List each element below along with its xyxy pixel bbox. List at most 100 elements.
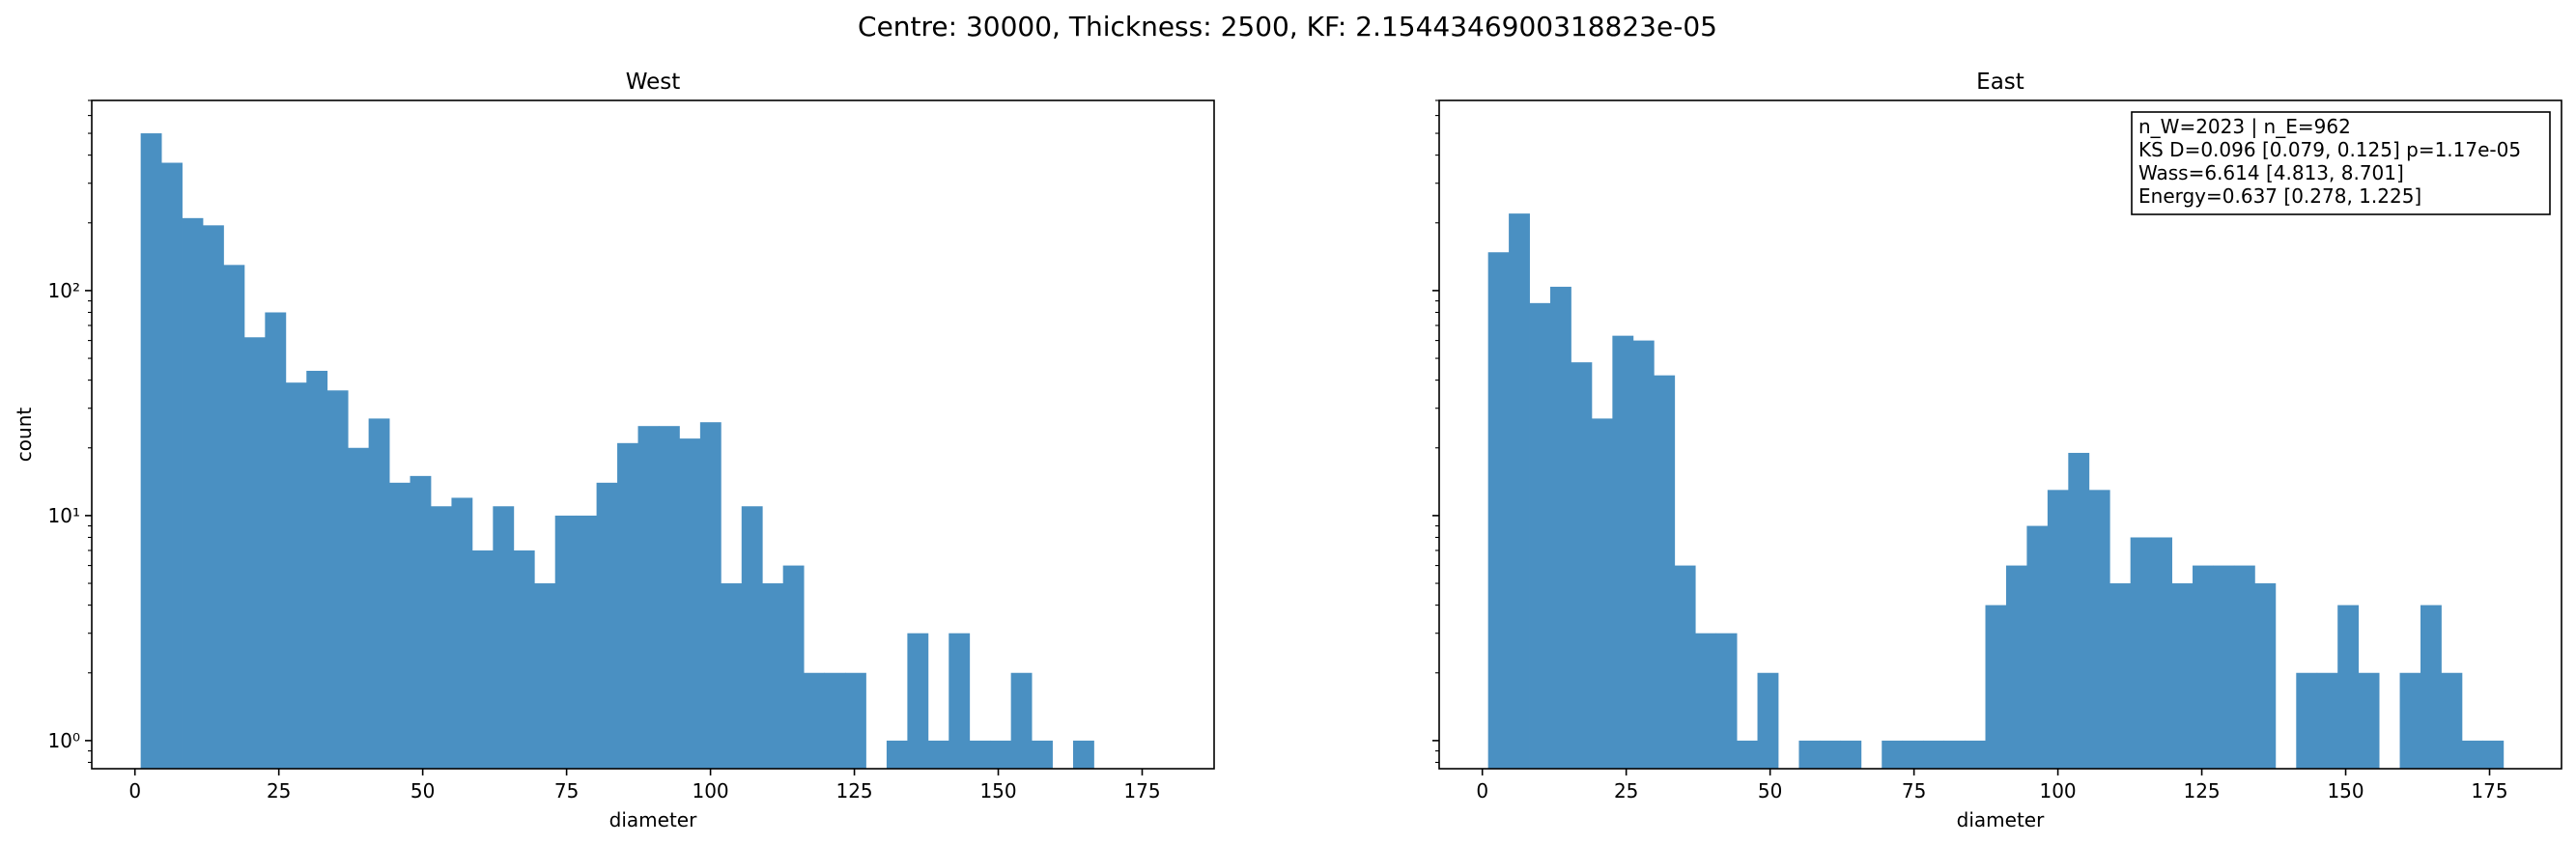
east-bar xyxy=(1654,375,1676,769)
east-bar xyxy=(2026,525,2049,769)
stats-line-wasserstein: Wass=6.614 [4.813, 8.701] xyxy=(2138,161,2404,184)
west-subplot: West 0 25 50 75 100 125 150 175 10⁰ 10¹ 10² diame… xyxy=(13,70,1215,831)
east-x-tick-label: 0 xyxy=(1476,779,1488,803)
stats-box-frame xyxy=(2131,111,2551,215)
east-bar xyxy=(1819,740,1841,769)
west-bar xyxy=(451,497,473,769)
west-bar xyxy=(182,217,204,769)
west-bar xyxy=(741,506,763,769)
west-bar xyxy=(348,447,370,769)
stats-line-counts: n_W=2023 | n_E=962 xyxy=(2138,115,2351,138)
west-bar xyxy=(223,265,245,770)
west-x-tick-label: 125 xyxy=(835,779,872,803)
west-bar xyxy=(845,672,866,769)
east-bar xyxy=(1715,633,1738,769)
east-x-axis-label: diameter xyxy=(1957,808,2045,831)
west-x-tick-label: 25 xyxy=(267,779,291,803)
east-bar xyxy=(2337,605,2360,769)
east-title: East xyxy=(1976,70,2024,95)
east-bar xyxy=(1965,740,1986,769)
west-bar xyxy=(637,426,660,769)
west-title: West xyxy=(626,70,681,95)
west-x-tick-label: 100 xyxy=(692,779,728,803)
west-bar xyxy=(596,482,618,769)
east-bar xyxy=(2068,452,2090,769)
east-bar xyxy=(1529,302,1551,769)
east-x-ticks: 0 25 50 75 100 125 150 175 xyxy=(1476,769,2508,803)
east-bar xyxy=(1798,740,1821,769)
east-x-tick-label: 25 xyxy=(1614,779,1638,803)
west-x-tick-label: 150 xyxy=(979,779,1016,803)
east-bar xyxy=(1571,362,1593,769)
east-bar xyxy=(2213,565,2235,769)
east-histogram-bars xyxy=(1487,213,2505,770)
east-x-tick-label: 50 xyxy=(1758,779,1782,803)
west-bar xyxy=(762,583,784,769)
west-bar xyxy=(907,633,929,769)
west-x-tick-label: 50 xyxy=(410,779,435,803)
west-bar xyxy=(927,740,949,769)
west-bar xyxy=(576,515,597,769)
west-y-tick-label: 10¹ xyxy=(48,504,80,527)
west-bar xyxy=(554,515,577,769)
east-bar xyxy=(1985,605,2007,769)
west-bar xyxy=(679,438,701,769)
west-axes-frame xyxy=(91,99,1215,770)
east-bar xyxy=(2047,490,2069,769)
west-bar xyxy=(699,422,722,769)
west-bar xyxy=(969,740,991,769)
east-bar xyxy=(2358,672,2380,769)
west-x-axis-label: diameter xyxy=(609,808,697,831)
west-bar xyxy=(886,740,908,769)
east-bar xyxy=(2233,565,2255,769)
east-bar xyxy=(2109,583,2132,769)
east-bar xyxy=(1674,565,1696,769)
west-bar xyxy=(1032,740,1053,769)
west-bar xyxy=(1073,740,1094,769)
west-x-ticks: 0 25 50 75 100 125 150 175 xyxy=(128,769,1161,803)
east-bar xyxy=(1882,740,1904,769)
figure-suptitle: Centre: 30000, Thickness: 2500, KF: 2.15… xyxy=(858,11,1717,42)
west-bar xyxy=(534,583,556,769)
west-bar xyxy=(721,583,743,769)
east-bar xyxy=(2420,605,2442,769)
west-bar xyxy=(389,482,410,769)
stats-line-ks: KS D=0.096 [0.079, 0.125] p=1.17e-05 xyxy=(2138,138,2521,161)
west-bar xyxy=(430,506,452,769)
east-bar xyxy=(1632,340,1655,769)
west-bar xyxy=(285,382,307,769)
west-bar xyxy=(306,370,328,769)
west-y-tick-label: 10² xyxy=(48,279,80,302)
east-bar xyxy=(2441,672,2463,769)
east-bar xyxy=(1509,213,1530,769)
west-bar xyxy=(617,442,638,769)
west-bar xyxy=(658,426,680,769)
east-bar xyxy=(1591,418,1613,769)
east-x-tick-label: 100 xyxy=(2039,779,2076,803)
east-bar xyxy=(2005,565,2027,769)
stats-annotation-box: n_W=2023 | n_E=962 KS D=0.096 [0.079, 0.… xyxy=(2131,111,2551,215)
east-bar xyxy=(2088,490,2110,769)
east-bar xyxy=(1923,740,1944,769)
west-bar xyxy=(471,549,494,769)
west-bar xyxy=(1010,672,1033,769)
west-x-tick-label: 75 xyxy=(554,779,579,803)
west-bar xyxy=(493,506,515,769)
east-bar xyxy=(1757,672,1779,769)
west-bar xyxy=(326,390,349,769)
west-bar xyxy=(782,565,805,769)
east-x-tick-label: 150 xyxy=(2327,779,2364,803)
west-bar xyxy=(161,162,183,769)
east-bar xyxy=(2461,740,2483,769)
west-bar xyxy=(140,133,162,770)
east-bar xyxy=(2254,583,2277,769)
east-bar xyxy=(2316,672,2338,769)
east-x-tick-label: 75 xyxy=(1902,779,1926,803)
east-bar xyxy=(1695,633,1717,769)
east-x-tick-label: 175 xyxy=(2471,779,2507,803)
east-bar xyxy=(1550,286,1571,769)
east-bar xyxy=(1943,740,1966,769)
west-histogram-bars xyxy=(140,133,1094,770)
east-bar xyxy=(1840,740,1862,769)
